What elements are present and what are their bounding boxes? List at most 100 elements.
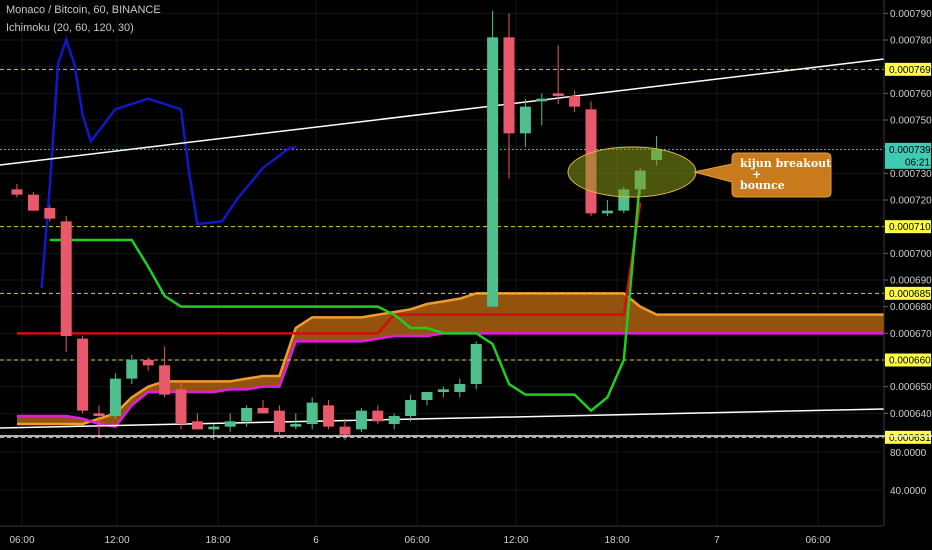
trendline-lower [0,408,885,429]
candle-body [224,421,236,427]
candle [519,98,531,147]
candle-body [601,210,613,214]
candle [323,400,335,430]
candle-body [11,189,23,195]
candle [421,392,433,406]
candle-body [257,408,269,414]
x-tick-label: 12:00 [503,535,528,546]
candle-body [421,392,433,400]
candle [437,386,449,398]
candle-body [241,408,253,422]
legend-symbol: Monaco / Bitcoin, 60, BINANCE [6,4,161,16]
candle [454,378,466,398]
level-badge [885,220,931,234]
candle-body [536,98,548,102]
candle-body [470,344,482,384]
candle [60,216,72,352]
trendlines [0,58,885,429]
candle [175,381,187,430]
level-badge-label: 0.000710 [889,222,931,233]
y-tick-label: 0.000640 [890,409,932,420]
candle-body [60,221,72,336]
candle [159,346,171,398]
trendline-upper [0,58,885,166]
candle-body [175,389,187,424]
candle-body [454,384,466,392]
ichimoku-lines [17,36,642,413]
candle-body [273,410,285,432]
level-badge-label: 0.000685 [889,289,931,300]
lagging-span [40,36,297,289]
x-tick-label: 06:00 [9,535,34,546]
candle [306,397,318,430]
y-tick-label: 0.000720 [890,196,932,207]
candle [257,400,269,414]
candle [372,405,384,424]
candle-body [487,37,499,307]
candle-body [208,426,220,430]
axis-bg [884,0,932,550]
candle-body [142,360,154,366]
candle [93,405,105,438]
legend-indicator: Ichimoku (20, 60, 120, 30) [6,22,134,34]
candle [142,357,154,371]
time-axis: 06:00 12:00 18:00 6 06:00 12:00 18:00 7 06:00 [0,525,884,546]
candle-body [339,426,351,435]
leading-span-a [17,292,932,426]
level-badge [885,286,931,300]
x-tick-label: 7 [714,535,720,546]
y-tick-label: 0.000650 [890,382,932,393]
candle [355,408,367,432]
sub-y-tick-label: 80.0000 [890,448,927,459]
y-tick-label: 0.000670 [890,329,932,340]
level-badge [885,62,931,76]
y-tick-label: 0.000680 [890,302,932,313]
candle-body [519,106,531,134]
candle [224,413,236,432]
candle [405,394,417,422]
current-price-label: 0.000739 [889,145,931,156]
x-tick-label: 6 [313,535,319,546]
candle [487,10,499,307]
candle-body [109,378,121,416]
highlight-ellipse [567,146,697,198]
y-tick-label: 0.000700 [890,249,932,260]
candle [339,418,351,440]
candle-body [159,365,171,395]
candle [241,405,253,427]
candle [601,200,613,216]
level-badge-label: 0.000769 [889,65,931,76]
current-price-badge [885,142,931,169]
candle-body [618,189,630,211]
sub-y-tick-label: 40.0000 [890,486,927,497]
callout-text: + [752,168,761,181]
callout-box [693,152,832,198]
level-badge [885,430,931,444]
candle-body [552,93,564,96]
candle-body [355,410,367,430]
candle [208,424,220,440]
candle [27,192,39,211]
y-tick-label: 0.000780 [890,36,932,47]
candle [503,13,515,179]
y-tick-label: 0.000730 [890,169,932,180]
candle [44,205,56,222]
level-badge-label: 0.000631 [889,433,931,444]
candle-body [191,421,203,430]
y-tick-label: 0.000790 [890,9,932,20]
countdown-label: 06:21 [905,157,930,168]
y-tick-label: 0.000690 [890,276,932,287]
conversion-line [49,178,642,413]
cloud-area [17,293,932,427]
candle-body [44,208,56,219]
callout-text: kijun breakout [740,157,832,170]
level-badge-label: 0.000660 [889,356,931,367]
sub-pane: 80.0000 40.0000 [0,435,932,497]
candle-body [372,410,384,422]
candle [11,184,23,198]
candle-body [569,96,581,107]
candle-body [290,424,302,427]
candle [273,405,285,435]
candle [552,45,564,104]
